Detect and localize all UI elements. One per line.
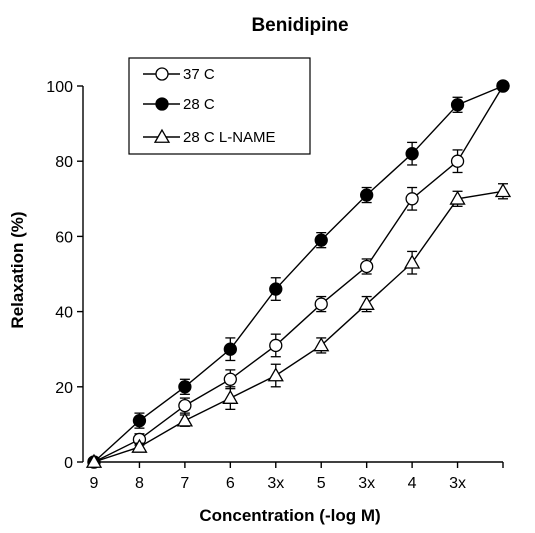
data-point-2 (403, 254, 421, 269)
y-tick-label: 60 (55, 229, 73, 246)
data-point-2 (267, 367, 284, 382)
data-point-0 (360, 259, 374, 274)
y-tick-label: 40 (55, 305, 73, 322)
data-point-1 (405, 147, 419, 161)
data-point-0 (223, 372, 237, 386)
axes: 9 8 7 6 3x 5 3x 4 3x 0 20 40 60 80 100 (46, 79, 504, 492)
data-point-2 (131, 438, 148, 453)
data-point-2 (176, 412, 194, 427)
y-tick-label: 100 (46, 79, 73, 96)
data-point-0 (314, 297, 328, 311)
data-point-2 (153, 128, 171, 143)
legend: 37 C 28 C 28 C L-NAME (128, 57, 311, 155)
x-tick-label: 9 (90, 475, 99, 492)
data-point-1 (269, 282, 283, 296)
x-tick-label: 6 (226, 475, 235, 492)
data-point-2 (222, 389, 239, 404)
data-point-1 (314, 233, 328, 247)
chart-title: Benidipine (251, 15, 348, 36)
legend-label-0: 37 C (183, 66, 215, 83)
data-point-0 (155, 67, 169, 81)
data-point-2 (85, 453, 103, 468)
y-tick-label: 80 (55, 154, 73, 171)
y-axis-label: Relaxation (%) (8, 211, 27, 328)
data-point-1 (496, 79, 510, 93)
data-point-0 (405, 192, 419, 206)
x-tick-label: 5 (317, 475, 326, 492)
data-point-1 (178, 380, 192, 394)
legend-label-1: 28 C (183, 96, 215, 113)
data-point-0 (178, 398, 192, 413)
data-point-2 (313, 337, 330, 352)
x-tick-label: 3x (267, 475, 284, 492)
data-point-2 (494, 182, 512, 198)
y-tick-label: 20 (55, 380, 73, 397)
series-line-2 (93, 190, 504, 463)
y-tick-label: 0 (64, 455, 73, 472)
x-tick-label: 7 (180, 475, 189, 492)
x-tick-label: 3x (449, 475, 466, 492)
data-point-2 (358, 295, 375, 310)
data-point-2 (449, 190, 466, 205)
plot-area (85, 79, 512, 469)
data-point-1 (155, 97, 169, 111)
series-1 (87, 79, 510, 469)
series-line-0 (93, 85, 504, 463)
x-tick-label: 8 (135, 475, 144, 492)
data-point-0 (450, 154, 465, 168)
data-point-1 (450, 98, 465, 112)
data-point-1 (360, 188, 374, 202)
x-axis-label: Concentration (-log M) (199, 506, 380, 525)
data-point-1 (223, 342, 237, 356)
data-point-1 (132, 413, 147, 428)
series-line-1 (93, 85, 504, 463)
x-tick-label: 3x (358, 475, 375, 492)
x-tick-label: 4 (408, 475, 417, 492)
legend-label-2: 28 C L-NAME (183, 129, 276, 146)
series-2 (85, 182, 512, 468)
data-point-0 (269, 338, 283, 353)
